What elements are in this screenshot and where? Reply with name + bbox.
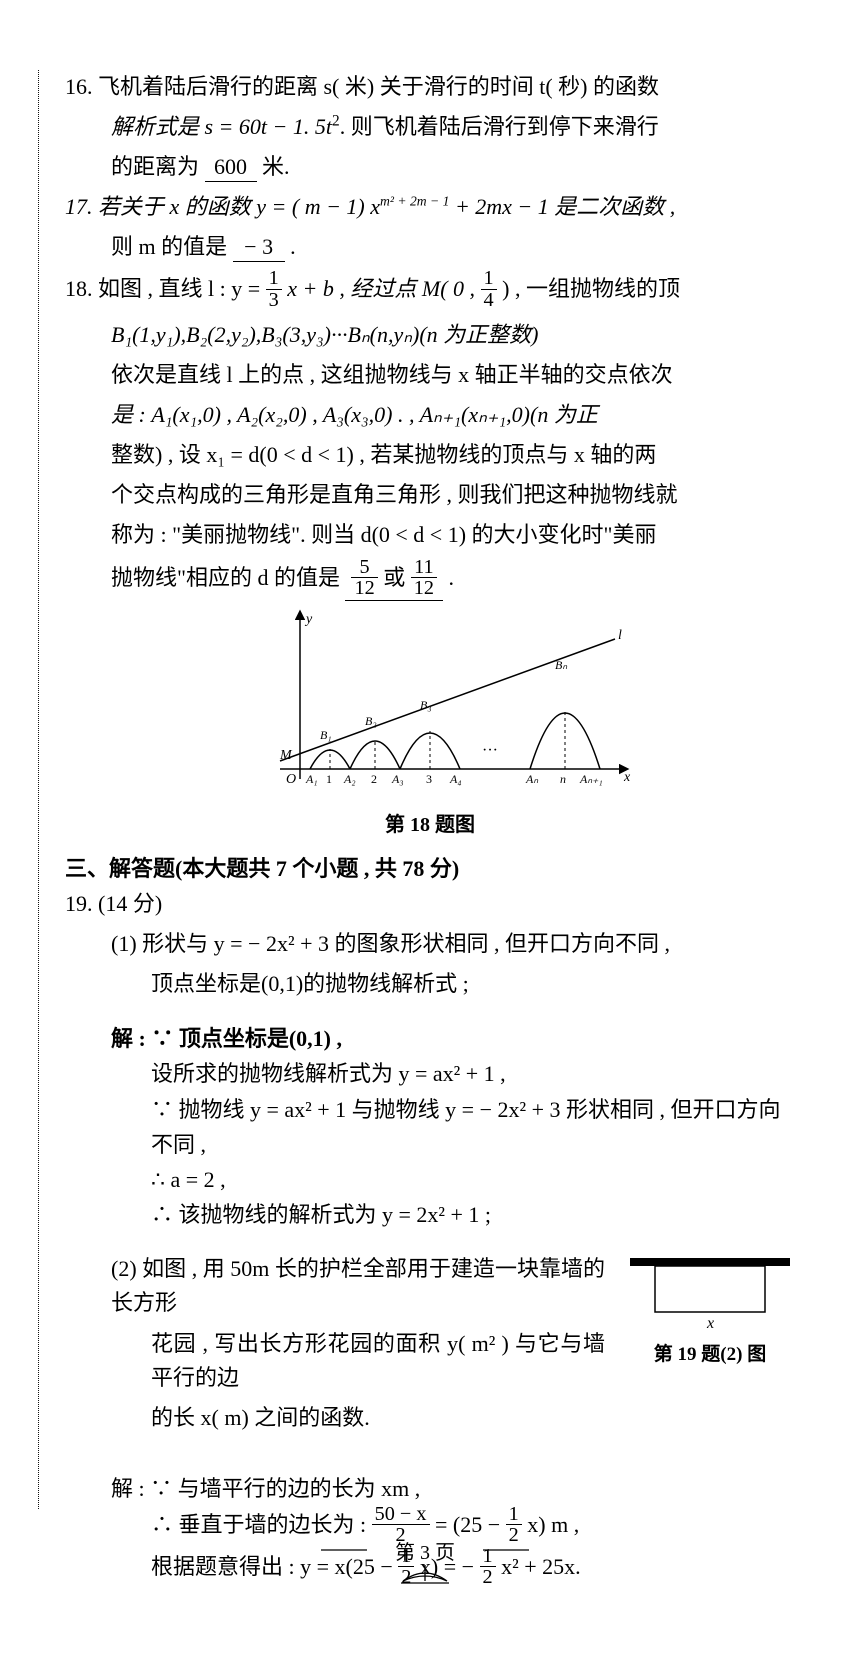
q18-l5: 整数) , 设 x₁ = d(0 < d < 1) , 若某抛物线的顶点与 x … <box>65 438 795 472</box>
q16-blank: 600 <box>205 154 257 181</box>
frac-n: 11 <box>411 557 437 578</box>
q17-l1a: 17. 若关于 x 的函数 y = ( m − 1) x <box>65 194 380 219</box>
t: = (25 − <box>435 1512 506 1537</box>
B2: B₂ <box>365 714 377 728</box>
t: ∴ 垂直于墙的边长为 : <box>151 1512 372 1537</box>
q18-figure: y x l M O A₁ 1 A₂ 2 A₃ 3 A₄ Aₙ n Aₙ₊₁ B₁… <box>65 609 795 804</box>
frac-d: 12 <box>351 578 377 598</box>
q18-or: 或 <box>383 564 405 589</box>
t3: 3 <box>426 772 432 786</box>
page: 16. 飞机着陆后滑行的距离 s( 米) 关于滑行的时间 t( 秒) 的函数 解… <box>0 0 850 1629</box>
q18-frac1: 13 <box>266 268 282 309</box>
frac-n: 5 <box>351 557 377 578</box>
q19-p1-l1: (1) 形状与 y = − 2x² + 3 的图象形状相同 , 但开口方向不同 … <box>65 927 795 961</box>
q18-ans-b: 1112 <box>411 557 437 598</box>
q16-l2a: 解析式是 s = 60t − 1. 5t <box>111 114 332 139</box>
q18-ans: 512 或 1112 <box>345 559 442 601</box>
q18-l4: 是 : A₁(x₁,0) , A₂(x₂,0) , A₃(x₃,0) . , A… <box>65 398 795 432</box>
q18-l2: B₁(1,y₁),B₂(2,y₂),B₃(3,y₃)···Bₙ(n,yₙ)(n … <box>65 318 795 352</box>
book-icon-left <box>321 1538 381 1562</box>
book-icon-right <box>469 1538 529 1562</box>
B3: B₃ <box>420 698 432 712</box>
q18-caption: 第 18 题图 <box>65 808 795 837</box>
q19-sol1-l1: 解 : ∵ 顶点坐标是(0,1) , <box>65 1021 795 1056</box>
q19-fig2: x 第 19 题(2) 图 <box>625 1252 795 1380</box>
text: 解 : ∵ 顶点坐标是(0,1) , <box>111 1026 342 1051</box>
q19-head: 19. (14 分) <box>65 887 795 921</box>
q18-l3: 依次是直线 l 上的点 , 这组抛物线与 x 轴正半轴的交点依次 <box>65 358 795 392</box>
q16-l3b: 米. <box>262 154 290 179</box>
nlab: n <box>560 772 566 786</box>
q19-sol1-l3: ∵ 抛物线 y = ax² + 1 与抛物线 y = − 2x² + 3 形状相… <box>65 1092 795 1127</box>
ylabel: y <box>304 612 313 627</box>
t1: 1 <box>326 772 332 786</box>
margin-dotline <box>38 70 39 1509</box>
q19-fig2-svg: x <box>625 1252 795 1332</box>
B1: B₁ <box>320 728 332 742</box>
q17-exp: m² + 2m − 1 <box>380 194 449 209</box>
question-17: 17. 若关于 x 的函数 y = ( m − 1) xm² + 2m − 1 … <box>65 190 795 224</box>
An: Aₙ <box>525 772 538 786</box>
frac-n: 1 <box>506 1504 522 1525</box>
q19-sol1-l3b: 不同 , <box>65 1127 795 1162</box>
q19-caption2: 第 19 题(2) 图 <box>625 1339 795 1366</box>
q18-frac2: 14 <box>481 268 497 309</box>
A2: A₂ <box>343 772 356 786</box>
xlabel: x <box>623 770 631 785</box>
q18-svg: y x l M O A₁ 1 A₂ 2 A₃ 3 A₄ Aₙ n Aₙ₊₁ B₁… <box>220 609 640 799</box>
q18-l7: 称为 : "美丽抛物线". 则当 d(0 < d < 1) 的大小变化时"美丽 <box>65 518 795 552</box>
q19-sol1-l5: ∴ 该抛物线的解析式为 y = 2x² + 1 ; <box>65 1197 795 1232</box>
fig2-x: x <box>706 1315 714 1332</box>
book-icon <box>395 1559 455 1589</box>
q16-line1: 16. 飞机着陆后滑行的距离 s( 米) 关于滑行的时间 t( 秒) 的函数 <box>65 74 659 99</box>
q19-sol1-l4: ∴ a = 2 , <box>65 1162 795 1197</box>
frac-d: 4 <box>481 290 497 310</box>
q18-l8a: 抛物线"相应的 d 的值是 <box>111 564 340 589</box>
q18-l1a: 18. 如图 , 直线 l : y = <box>65 276 266 301</box>
frac-n: 1 <box>266 268 282 289</box>
q19-p1-l2: 顶点坐标是(0,1)的抛物线解析式 ; <box>65 967 795 1001</box>
q16-l2b: . 则飞机着陆后滑行到停下来滑行 <box>340 114 659 139</box>
q19-sol1-l2: 设所求的抛物线解析式为 y = ax² + 1 , <box>65 1056 795 1091</box>
A1: A₁ <box>305 772 318 786</box>
Olabel: O <box>286 772 296 787</box>
A3: A₃ <box>391 772 404 786</box>
frac-n: 1 <box>481 268 497 289</box>
q18-l8b: . <box>448 564 454 589</box>
q17-l2b: . <box>290 234 296 259</box>
q18-l1b: x + b , 经过点 M( 0 , <box>287 276 480 301</box>
footer: 第 3 页 <box>0 1536 850 1589</box>
q18-l1c: ) , 一组抛物线的顶 <box>502 276 680 301</box>
An1: Aₙ₊₁ <box>579 772 603 786</box>
frac-d: 12 <box>411 578 437 598</box>
q16-l3a: 的距离为 <box>111 154 199 179</box>
q17-line2: 则 m 的值是 − 3 . <box>65 230 795 264</box>
q16-line2: 解析式是 s = 60t − 1. 5t2. 则飞机着陆后滑行到停下来滑行 <box>65 110 795 144</box>
q19-sol2-l1: 解 : ∵ 与墙平行的边的长为 xm , <box>65 1471 795 1506</box>
t: x) m , <box>527 1512 579 1537</box>
question-16: 16. 飞机着陆后滑行的距离 s( 米) 关于滑行的时间 t( 秒) 的函数 <box>65 70 795 104</box>
q17-l1b: + 2mx − 1 是二次函数 , <box>449 194 675 219</box>
Bn: Bₙ <box>555 658 567 672</box>
q18-l6: 个交点构成的三角形是直角三角形 , 则我们把这种抛物线就 <box>65 478 795 512</box>
A4: A₄ <box>449 772 462 786</box>
Mlabel: M <box>279 748 293 763</box>
section-3: 三、解答题(本大题共 7 个小题 , 共 78 分) <box>65 851 795 883</box>
q17-l2a: 则 m 的值是 <box>111 234 227 259</box>
dots: ··· <box>482 742 498 759</box>
q18-ans-a: 512 <box>351 557 377 598</box>
q17-blank: − 3 <box>233 234 285 261</box>
q18-l8: 抛物线"相应的 d 的值是 512 或 1112 . <box>65 559 795 601</box>
t2: 2 <box>371 772 377 786</box>
question-18: 18. 如图 , 直线 l : y = 13 x + b , 经过点 M( 0 … <box>65 270 795 311</box>
llabel: l <box>618 628 622 643</box>
q16-sup: 2 <box>332 113 340 130</box>
q19-p2-l3: 的长 x( m) 之间的函数. <box>65 1401 795 1435</box>
q16-line3: 的距离为 600 米. <box>65 150 795 184</box>
frac-n: 50 − x <box>372 1504 430 1525</box>
frac-d: 3 <box>266 290 282 310</box>
